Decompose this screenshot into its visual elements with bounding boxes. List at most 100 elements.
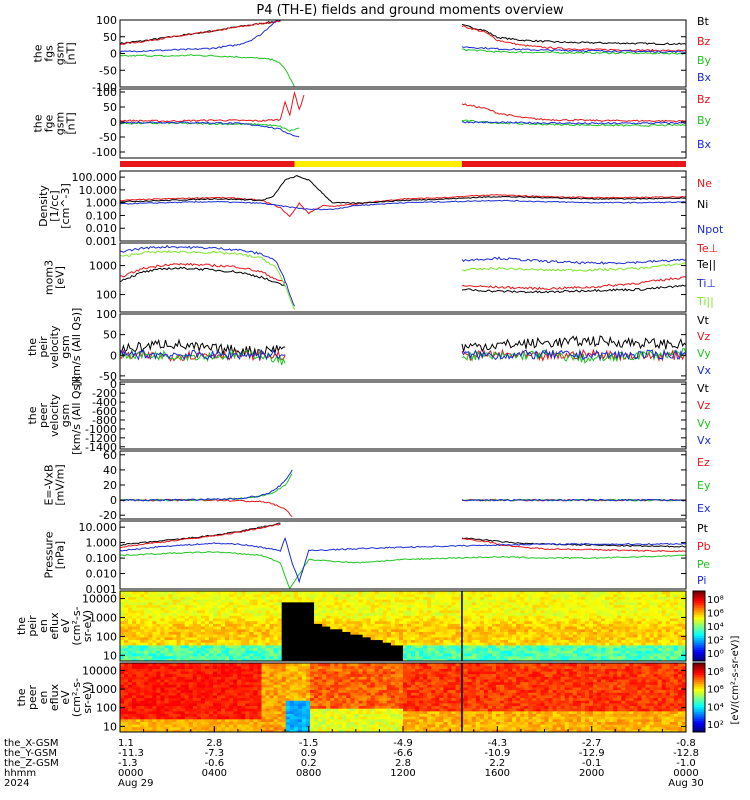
spectrogram-cell (136, 716, 141, 720)
spectrogram-cell (532, 617, 538, 622)
spectrogram-cell (245, 668, 250, 672)
spectrogram-cell (512, 596, 517, 600)
spectrogram-cell (403, 596, 408, 600)
spectrogram-cell (403, 626, 408, 630)
spectrogram-cell (192, 644, 198, 649)
spectrogram-cell (495, 607, 501, 611)
spectrogram-cell (253, 676, 259, 680)
y-tick-label: 1000 (89, 260, 117, 273)
spectrogram-cell (625, 620, 630, 624)
spectrogram-cell (289, 636, 295, 641)
spectrogram-cell (269, 705, 275, 709)
spectrogram-cell (212, 665, 218, 669)
spectrogram-cell (160, 684, 166, 688)
spectrogram-cell (140, 708, 145, 712)
spectrogram-cell (253, 708, 259, 712)
spectrogram-cell (617, 650, 622, 654)
spectrogram-cell (124, 628, 129, 632)
spectrogram-cell (132, 652, 137, 657)
spectrogram-cell (572, 636, 578, 641)
y-axis-label: velocity (48, 394, 61, 437)
spectrogram-cell (394, 604, 400, 608)
spectrogram-cell (253, 636, 259, 641)
spectrogram-cell (285, 615, 291, 619)
spectrogram-cell (435, 607, 440, 611)
spectrogram-cell (168, 676, 174, 680)
spectrogram-cell (467, 607, 473, 611)
spectrogram-cell (629, 644, 635, 649)
spectrogram-cell (136, 663, 141, 667)
spectrogram-cell (386, 644, 392, 649)
spectrogram-cell (200, 593, 206, 597)
spectrogram-cell (483, 609, 489, 614)
spectrogram-cell (407, 652, 412, 657)
spectrogram-cell (475, 593, 481, 597)
spectrogram-cell (613, 642, 618, 646)
spectrogram-cell (354, 642, 360, 646)
spectrogram-cell (261, 697, 267, 701)
spectrogram-cell (176, 726, 182, 730)
spectrogram-cell (463, 639, 469, 643)
spectrogram-cell (322, 642, 327, 646)
spectrogram-cell (168, 601, 174, 606)
spectrogram-cell (212, 626, 218, 630)
spectrogram-cell (350, 599, 356, 603)
spectrogram-cell (164, 617, 170, 622)
spectrogram-cell (564, 607, 570, 611)
spectrogram-cell (593, 599, 598, 603)
spectrogram-cell (568, 599, 574, 603)
spectrogram-cell (160, 601, 166, 606)
spectrogram-cell (681, 604, 686, 608)
spectrogram-cell (588, 626, 594, 630)
spectrogram-cell (601, 644, 606, 649)
spectrogram-cell (269, 710, 275, 715)
spectrogram-cell (544, 631, 550, 635)
spectrogram-cell (427, 655, 432, 659)
spectrogram-cell (673, 601, 679, 606)
spectrogram-cell (495, 615, 501, 619)
spectrogram-cell (657, 604, 663, 608)
spectrogram-cell (253, 639, 259, 643)
spectrogram-cell (677, 604, 683, 608)
spectrogram-cells (120, 591, 686, 661)
spectrogram-cell (192, 655, 198, 659)
spectrogram-cell (285, 609, 291, 614)
spectrogram-cell (520, 601, 525, 606)
spectrogram-cell (443, 650, 449, 654)
y-axis-label: en (37, 619, 50, 633)
spectrogram-cell (645, 591, 651, 595)
spectrogram-cell (136, 668, 141, 672)
spectrogram-cell (386, 593, 392, 597)
spectrogram-cell (593, 601, 598, 606)
spectrogram-cell (516, 604, 521, 608)
spectrogram-cell (297, 652, 303, 657)
spectrogram-cell (277, 644, 283, 649)
spectrogram-cell (576, 642, 582, 646)
spectrogram-cell (217, 593, 222, 597)
spectrogram-cell (297, 634, 303, 638)
spectrogram-cell (564, 642, 570, 646)
spectrogram-cell (390, 596, 396, 600)
spectrogram-cell (394, 650, 400, 654)
spectrogram-cell (277, 615, 283, 619)
spectrogram-cell (548, 601, 554, 606)
spectrogram-cell (386, 631, 392, 635)
colorbar-step (693, 619, 705, 622)
spectrogram-cell (435, 628, 440, 632)
spectrogram-cell (200, 721, 206, 725)
series-line-Pe-seg0 (120, 551, 686, 589)
spectrogram-cell (188, 700, 194, 704)
spectrogram-cell (156, 705, 162, 709)
spectrogram-cell (225, 705, 230, 709)
spectrogram-cell (156, 617, 162, 622)
spectrogram-cell (310, 631, 315, 635)
spectrogram-cell (237, 607, 242, 611)
spectrogram-cell (318, 634, 323, 638)
spectrogram-cell (593, 607, 598, 611)
spectrogram-cell (233, 721, 238, 725)
spectrogram-cell (156, 591, 162, 595)
spectrogram-cell (362, 609, 368, 614)
spectrogram-cell (269, 593, 275, 597)
spectrogram-cell (673, 652, 679, 657)
spectrogram-cell (310, 639, 315, 643)
